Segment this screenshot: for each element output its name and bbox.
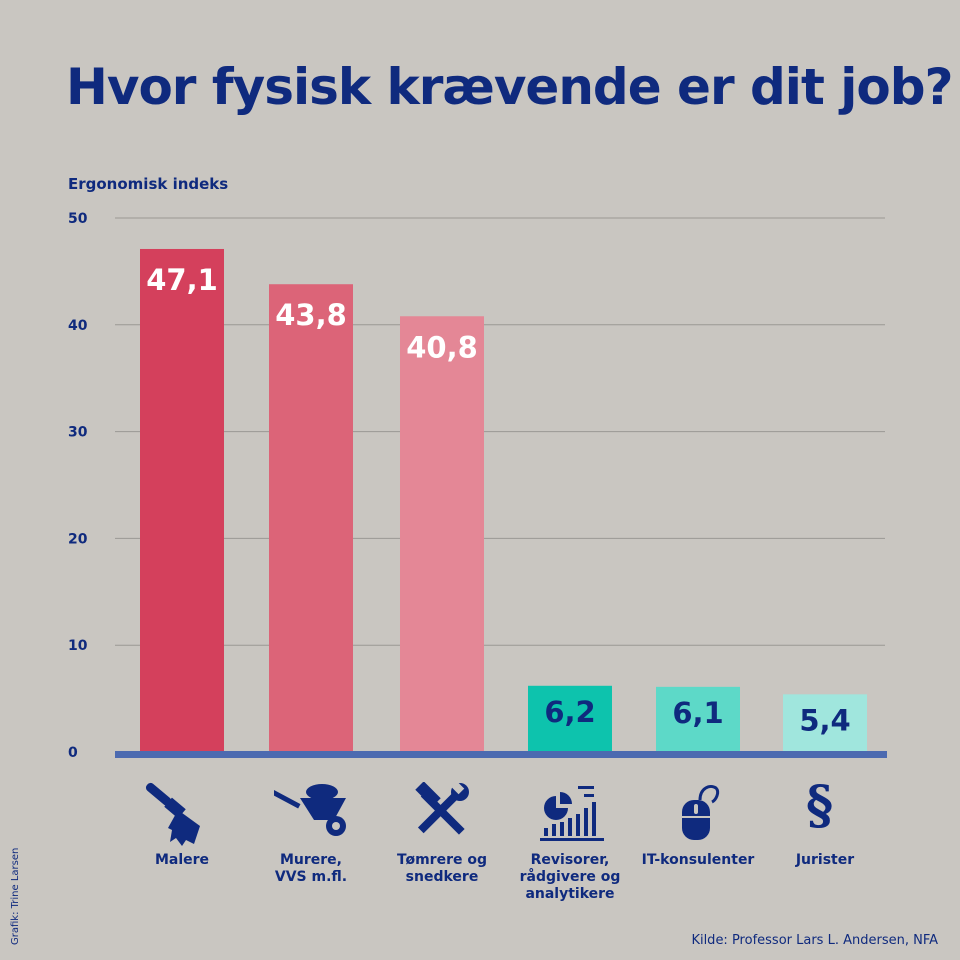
- bar: [269, 284, 353, 752]
- bar-value-label: 47,1: [146, 263, 218, 297]
- category-label-line: Murere,: [279, 852, 342, 868]
- y-tick-label: 10: [68, 638, 88, 654]
- category-label: Jurister: [760, 852, 890, 869]
- x-axis-baseline: [115, 751, 887, 758]
- chart-report-icon: [540, 786, 604, 841]
- y-axis-label: Ergonomisk indeks: [68, 175, 229, 193]
- category-label-line: rådgivere og: [519, 869, 621, 885]
- hammer-wrench-icon: [415, 782, 469, 835]
- y-tick-label: 20: [68, 531, 88, 547]
- chart-title: Hvor fysisk krævende er dit job?: [66, 58, 954, 116]
- bar-value-label: 43,8: [275, 298, 347, 332]
- y-tick-label: 40: [68, 318, 88, 334]
- category-label-line: Malere: [154, 852, 210, 868]
- category-label: IT-konsulenter: [633, 852, 763, 869]
- y-tick-label: 50: [68, 211, 88, 227]
- bar-value-label: 5,4: [799, 703, 850, 737]
- category-label: Malere: [117, 852, 247, 869]
- category-label-line: VVS m.fl.: [274, 869, 348, 885]
- wheelbarrow-icon: [274, 784, 346, 836]
- bar-value-label: 6,2: [544, 695, 595, 729]
- bar: [783, 694, 867, 752]
- category-label: Tømrere og snedkere: [377, 852, 507, 886]
- category-label-line: Revisorer,: [530, 852, 610, 868]
- bar-value-label: 40,8: [406, 330, 478, 364]
- category-label-line: snedkere: [405, 869, 479, 885]
- category-label-line: Jurister: [795, 852, 855, 868]
- bar: [140, 248, 224, 753]
- bar: [656, 686, 740, 752]
- bar: [528, 685, 612, 752]
- paintbrush-icon: [145, 782, 200, 846]
- category-label-line: Tømrere og: [397, 852, 487, 868]
- data-source: Kilde: Professor Lars L. Andersen, NFA: [691, 933, 938, 948]
- paragraph-icon: §: [806, 775, 834, 836]
- category-label: Murere, VVS m.fl.: [246, 852, 376, 886]
- bar: [400, 316, 484, 752]
- y-tick-label: 0: [68, 745, 78, 761]
- category-label: Revisorer, rådgivere og analytikere: [505, 852, 635, 903]
- bar-value-label: 6,1: [672, 696, 723, 730]
- graphic-credit: Grafik: Trine Larsen: [10, 847, 21, 945]
- computer-mouse-icon: [682, 785, 720, 840]
- category-label-line: analytikere: [525, 886, 615, 902]
- category-label-line: IT-konsulenter: [641, 852, 755, 868]
- y-tick-label: 30: [68, 425, 88, 441]
